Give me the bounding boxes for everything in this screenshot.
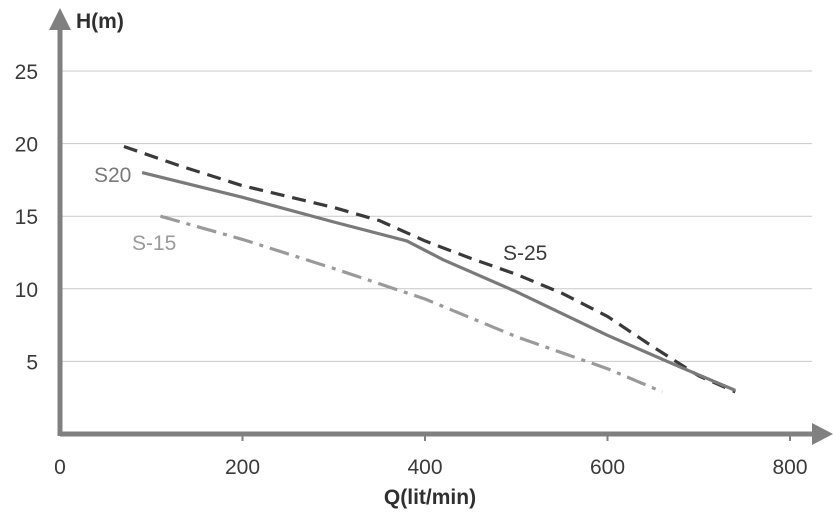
y-tick-label-20: 20 [15, 134, 38, 157]
tick-labels: 0 200 400 600 800 5 10 15 20 25 [15, 61, 808, 479]
x-axis-arrow-icon [812, 423, 833, 445]
y-tick-label-15: 15 [15, 206, 38, 229]
axes [49, 8, 833, 445]
y-tick-label-25: 25 [15, 61, 38, 84]
x-tick-label-200: 200 [225, 456, 260, 479]
series-line-s15 [159, 214, 663, 394]
series-line-s25 [123, 144, 736, 394]
series-label-s20: S20 [94, 164, 131, 187]
series-labels: S-25 S20 S-15 [94, 164, 547, 265]
y-tick-label-10: 10 [15, 279, 38, 302]
series-label-s25: S-25 [503, 242, 547, 265]
series-line-s20 [141, 171, 736, 392]
grid-lines [60, 70, 812, 362]
y-tick-label-5: 5 [26, 351, 38, 374]
x-tick-label-800: 800 [772, 456, 807, 479]
x-tick-label-600: 600 [590, 456, 625, 479]
x-tick-label-400: 400 [407, 456, 442, 479]
y-axis-title: H(m) [76, 10, 124, 33]
series-lines [123, 144, 736, 394]
x-tick-label-0: 0 [54, 456, 66, 479]
series-label-s15: S-15 [132, 232, 176, 255]
x-axis-title: Q(lit/min) [384, 486, 476, 509]
y-axis-arrow-icon [49, 8, 71, 30]
